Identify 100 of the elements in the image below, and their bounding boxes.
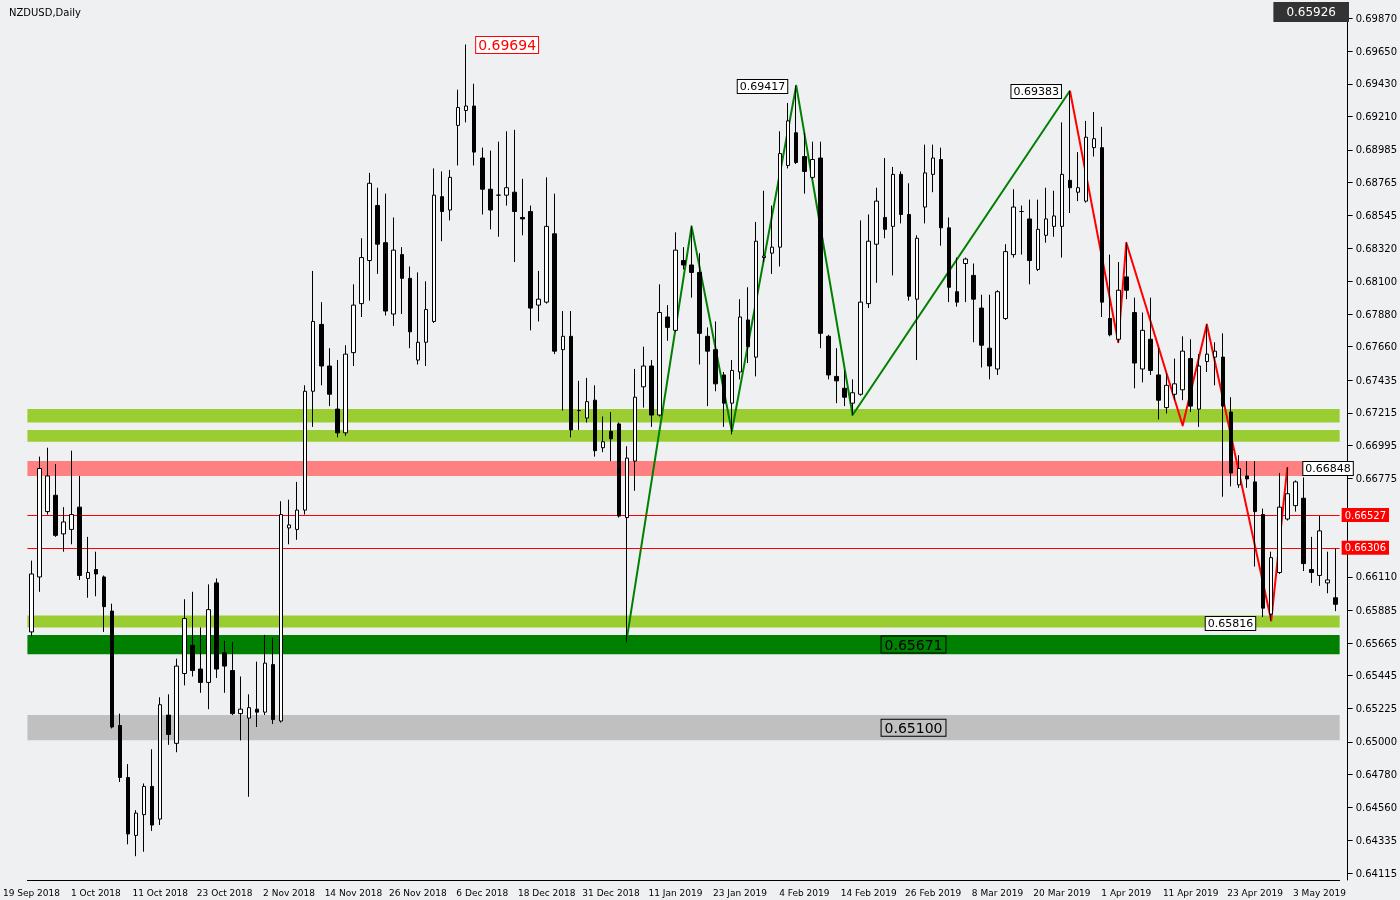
x-tick-label: 23 Apr 2019 — [1227, 887, 1284, 898]
candlestick — [665, 304, 670, 342]
candlestick — [488, 150, 493, 230]
x-tick-label: 11 Jan 2019 — [648, 887, 703, 898]
x-tick-label: 1 Oct 2018 — [70, 887, 122, 898]
x-tick-label: 23 Jan 2019 — [712, 887, 768, 898]
candlestick — [617, 421, 621, 519]
candlestick — [1003, 243, 1008, 321]
candlestick — [416, 271, 420, 366]
candlestick — [45, 447, 50, 516]
candlestick — [1261, 508, 1265, 618]
candlestick — [391, 216, 396, 327]
candlestick — [1317, 515, 1322, 587]
candlestick — [37, 456, 42, 593]
candlestick — [166, 693, 171, 746]
candlestick — [351, 283, 356, 367]
y-tick-label: 0.66995 — [1355, 439, 1398, 451]
y-tick-label: 0.64560 — [1355, 801, 1398, 813]
ref-line-label: 0.66527 — [1344, 509, 1387, 521]
candlestick — [86, 536, 90, 599]
candlestick — [496, 141, 501, 238]
x-tick-label: 4 Feb 2019 — [779, 887, 830, 898]
candlestick — [552, 193, 557, 355]
candlestick — [842, 369, 847, 407]
candlestick — [649, 359, 654, 428]
x-tick-label: 26 Feb 2019 — [905, 887, 962, 898]
candlestick — [705, 326, 710, 407]
candlestick — [593, 384, 597, 458]
candlestick — [182, 598, 187, 686]
candlestick — [963, 257, 968, 303]
candlestick — [915, 234, 919, 361]
candlestick — [94, 551, 98, 597]
candlestick — [1325, 551, 1330, 594]
candlestick — [834, 347, 839, 404]
candlestick — [609, 411, 613, 462]
y-tick-label: 0.67660 — [1355, 341, 1398, 353]
candlestick — [762, 190, 766, 263]
candlestick — [448, 169, 452, 221]
candlestick — [69, 450, 74, 545]
candlestick — [794, 85, 798, 165]
candlestick — [536, 270, 541, 322]
y-tick-label: 0.65885 — [1355, 604, 1398, 616]
band-label: 0.65671 — [884, 636, 943, 653]
candlestick — [1148, 297, 1153, 376]
candlestick — [520, 178, 525, 236]
candlestick — [730, 359, 734, 435]
candlestick — [1309, 536, 1314, 584]
candlestick — [1027, 199, 1032, 285]
x-tick-label: 6 Dec 2018 — [456, 887, 509, 898]
candlestick — [866, 213, 871, 309]
candlestick — [222, 640, 227, 694]
candlestick — [359, 237, 364, 318]
candlestick — [987, 294, 992, 380]
y-tick-label: 0.66110 — [1355, 571, 1398, 583]
candlestick — [1019, 205, 1024, 256]
candlestick — [1100, 126, 1104, 318]
x-tick-label: 20 Mar 2019 — [1033, 887, 1091, 898]
candlestick — [311, 270, 315, 428]
candlestick — [440, 170, 444, 242]
candlestick — [874, 187, 879, 284]
x-tick-label: 14 Feb 2019 — [840, 887, 897, 898]
candlestick — [375, 187, 380, 275]
candlestick — [53, 463, 58, 538]
candlestick — [1068, 90, 1072, 214]
candlestick — [931, 144, 935, 193]
candlestick — [601, 416, 605, 453]
candlestick — [1333, 548, 1338, 612]
candlestick — [1076, 151, 1080, 202]
chart-title: NZDUSD,Daily — [9, 6, 81, 18]
candlestick — [512, 129, 517, 263]
candlestick — [1172, 358, 1177, 401]
y-tick-label: 0.69210 — [1355, 110, 1398, 122]
candlestick — [1044, 187, 1048, 244]
candlestick — [1084, 120, 1088, 204]
candlestick — [810, 141, 815, 180]
candlestick — [126, 763, 130, 845]
annotation: 0.65926 — [1286, 5, 1336, 19]
y-tick-label: 0.64335 — [1355, 835, 1398, 847]
x-tick-label: 26 Nov 2018 — [389, 887, 447, 898]
y-tick-label: 0.67880 — [1355, 308, 1398, 320]
candlestick — [826, 334, 831, 380]
y-tick-label: 0.64780 — [1355, 769, 1398, 781]
candlestick — [279, 500, 283, 724]
x-tick-label: 8 Mar 2019 — [971, 887, 1024, 898]
candlestick — [577, 380, 581, 431]
annotation: 0.69694 — [478, 37, 537, 53]
candlestick — [1285, 466, 1290, 521]
y-tick-label: 0.65665 — [1355, 637, 1398, 649]
candlestick — [134, 809, 138, 857]
candlestick — [464, 44, 468, 123]
y-tick-label: 0.67215 — [1355, 407, 1398, 419]
candlestick — [408, 265, 412, 349]
candlestick — [150, 748, 154, 832]
y-tick-label: 0.65445 — [1355, 670, 1398, 682]
x-tick-label: 14 Nov 2018 — [324, 887, 383, 898]
candlestick — [802, 132, 807, 195]
candlestick — [480, 147, 485, 215]
x-tick-label: 19 Sep 2018 — [2, 887, 61, 898]
candlestick — [1164, 372, 1169, 415]
candlestick — [1156, 347, 1161, 420]
